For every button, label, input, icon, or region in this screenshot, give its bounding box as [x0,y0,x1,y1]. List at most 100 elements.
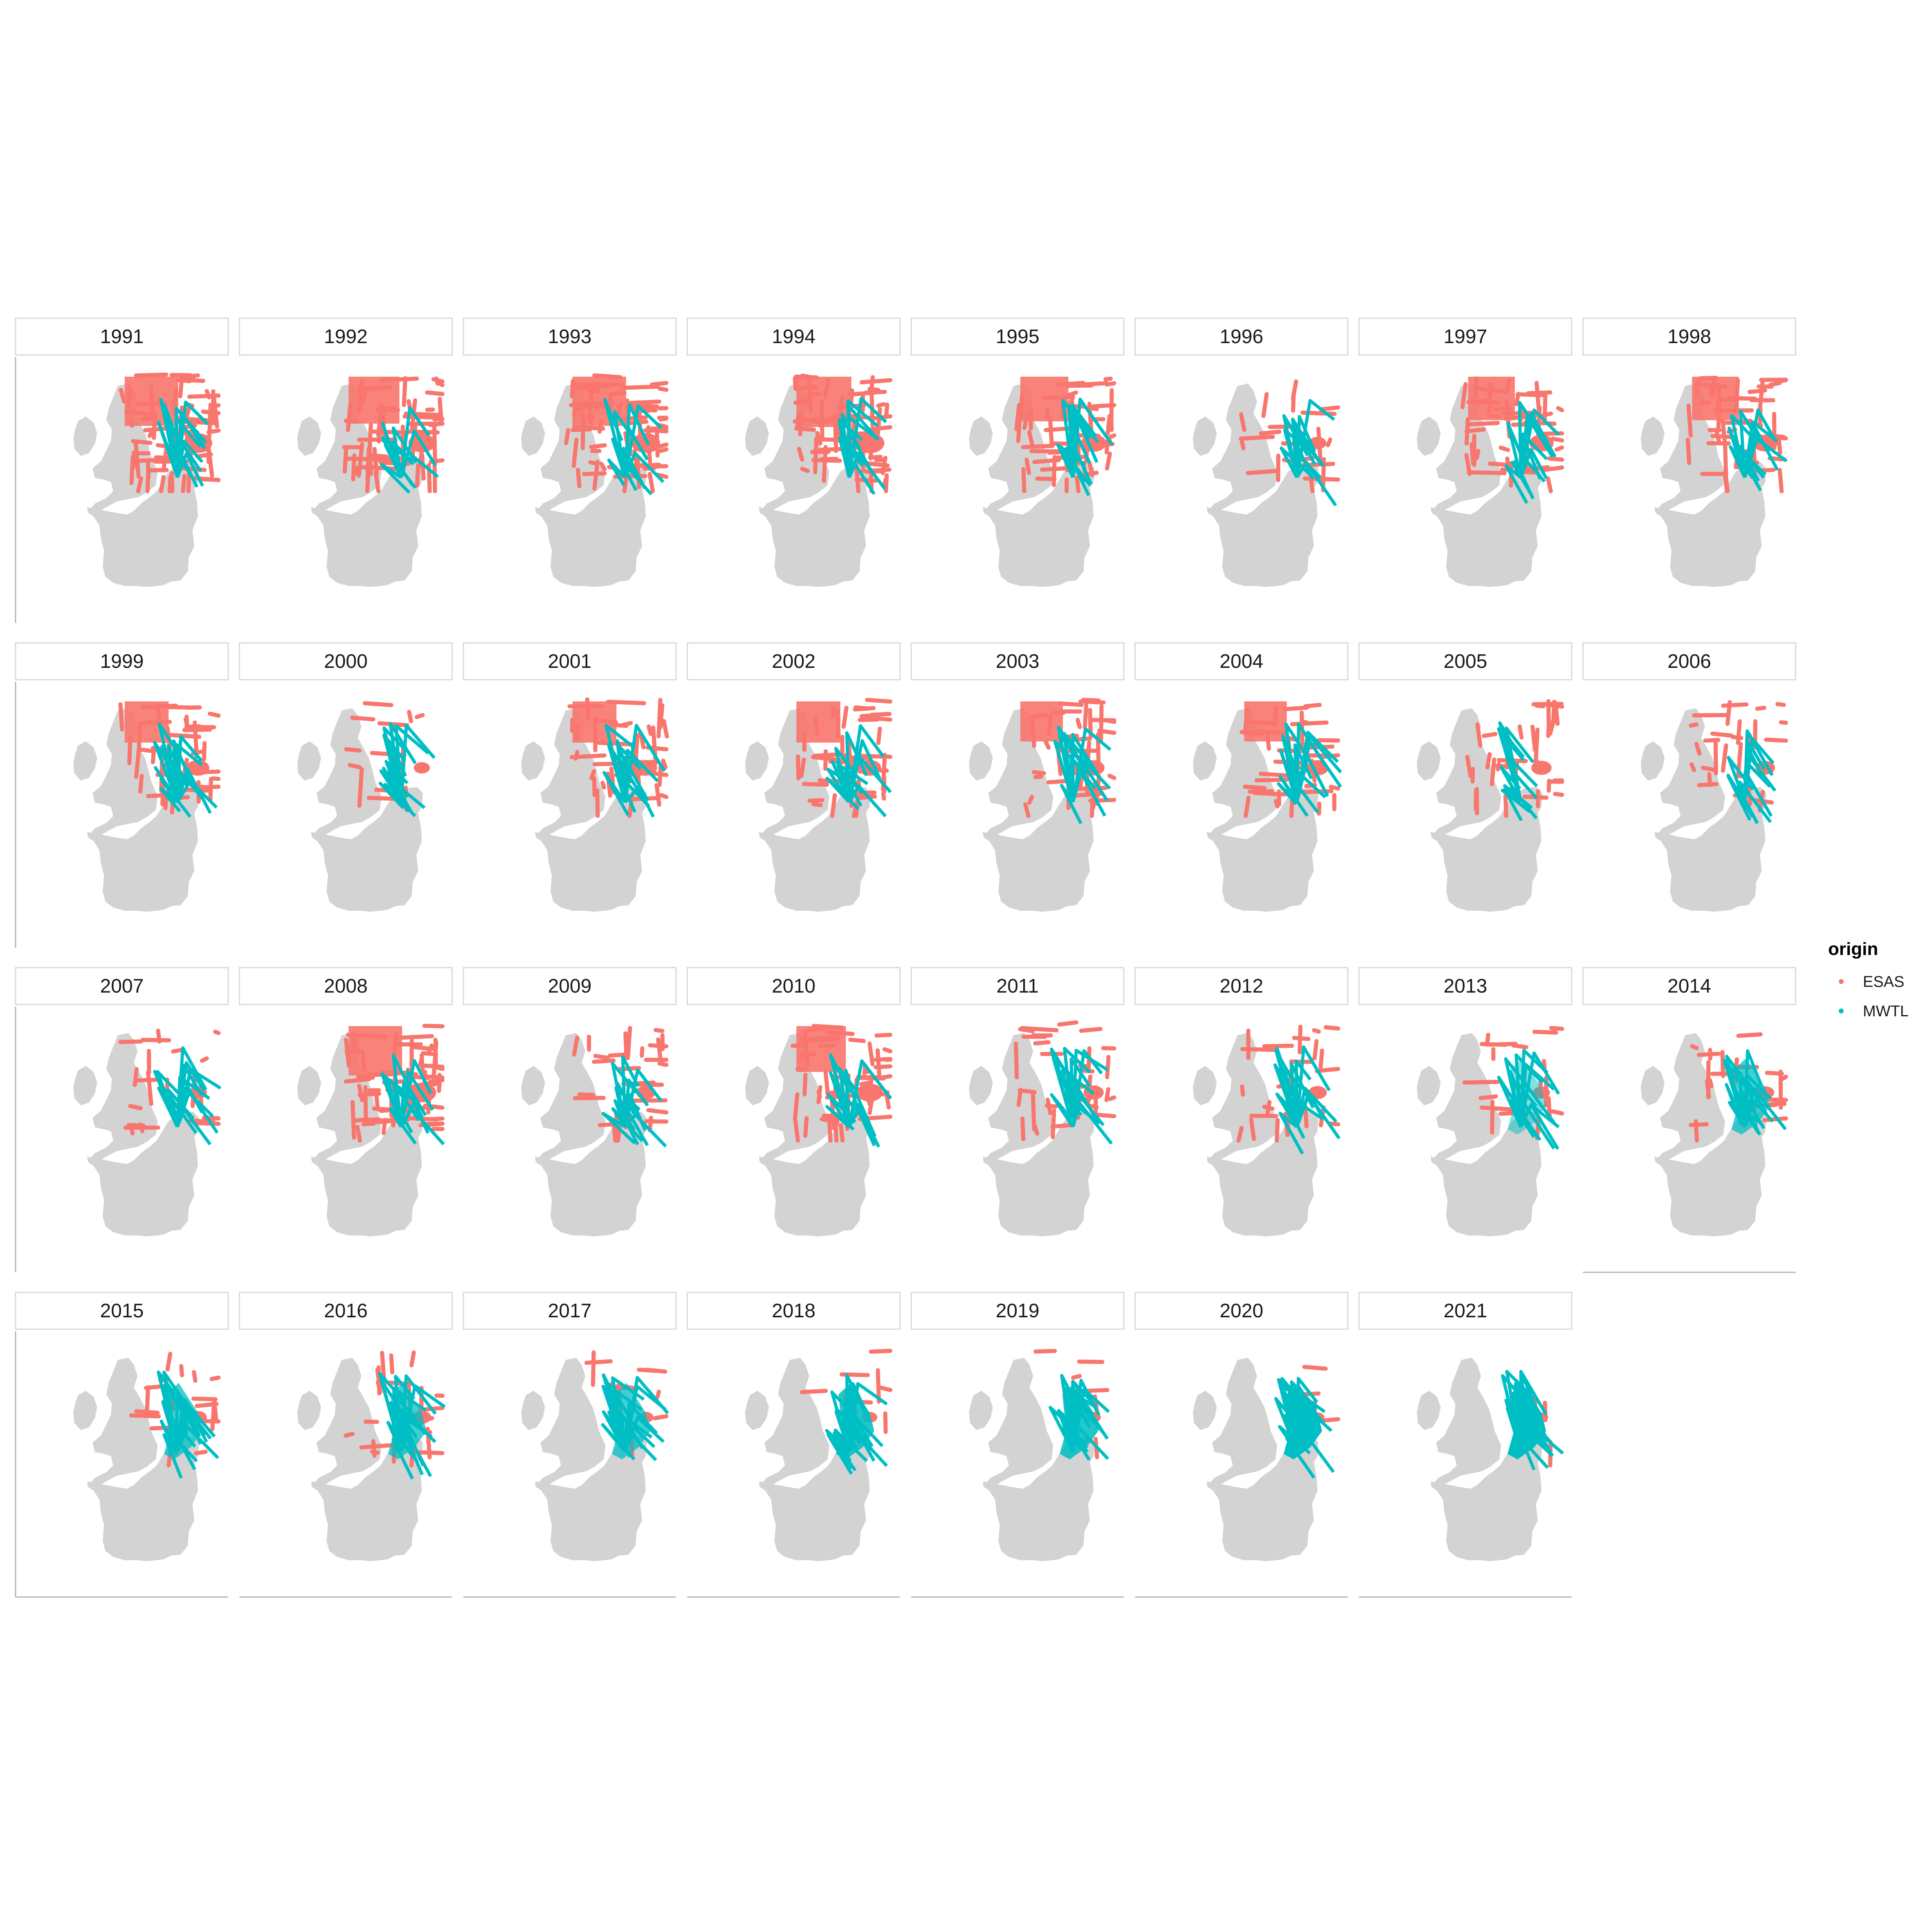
facet-strip-label: 2001 [548,651,592,672]
esas-track [584,1359,613,1365]
facet-strip-label: 2021 [1444,1300,1487,1322]
esas-track [1261,392,1269,418]
mwtl-track [621,1055,640,1127]
esas-track [659,793,669,799]
facet-panel-1993: 1993 [463,317,677,587]
mwtl-track [1519,432,1548,478]
esas-track [841,705,849,729]
mwtl-track [1061,1068,1095,1128]
esas-track [600,780,606,790]
facet-panel-2009: 2009 [463,967,677,1237]
esas-cluster [186,760,209,776]
map-area [969,376,1117,587]
esas-track [1546,476,1553,494]
esas-track [851,800,859,818]
mwtl-tracks [825,1374,888,1475]
mwtl-track [379,769,403,803]
esas-track [647,472,655,494]
esas-track [816,1085,822,1105]
facet-panel-1991: 1991 [15,317,229,623]
facet-panel-2000: 2000 [239,642,453,912]
esas-track [1303,1104,1309,1128]
esas-track [1542,394,1548,423]
esas-track [353,465,360,476]
esas-track [363,701,393,708]
esas-track [864,390,887,395]
mwtl-track [1739,444,1760,482]
mwtl-tracks [380,406,439,494]
esas-track [1706,441,1731,446]
esas-track [1031,770,1046,775]
esas-track [1014,403,1021,431]
mwtl-track [604,724,636,803]
esas-track [350,715,375,721]
esas-track [570,717,575,733]
esas-track [815,431,823,446]
esas-track [827,1114,833,1143]
facet-strip [687,642,901,681]
esas-track [434,376,440,386]
facet-panel-2008: 2008 [239,967,453,1237]
esas-track [1238,435,1275,441]
esas-track [363,1085,368,1121]
mwtl-tracks [1280,399,1337,507]
esas-track [165,1352,173,1372]
esas-track [138,774,144,794]
esas-track [1689,722,1699,728]
esas-track [1482,732,1498,738]
esas-track [209,1375,221,1381]
map-area [1640,700,1788,912]
mwtl-track [1730,414,1752,478]
esas-track [874,1033,892,1038]
mwtl-track [1277,782,1298,805]
esas-track [211,395,219,429]
esas-track [371,429,410,435]
facet-strip [1582,642,1796,681]
esas-track [1031,1093,1036,1132]
esas-track [344,1077,371,1084]
esas-track [1018,1088,1037,1094]
facet-panels: 1991 1992 1993 1994 1995 1996 1997 1998 1999 2000… [15,317,1796,1598]
esas-track [1314,1067,1340,1073]
esas-track [793,1116,800,1143]
esas-track [202,1419,221,1424]
esas-track [138,747,156,754]
mwtl-tracks [1497,721,1538,822]
mwtl-track [847,415,880,478]
mwtl-dense-area [388,1383,427,1460]
esas-track [859,378,892,384]
facet-strip-label: 1994 [772,326,815,348]
esas-dense-block [1468,377,1515,420]
mwtl-track [623,404,663,478]
esas-track [876,402,886,408]
facet-strip-label: 1997 [1444,326,1487,348]
esas-track [830,793,837,818]
esas-track [1316,738,1340,743]
mwtl-track [623,748,659,802]
esas-track [1024,457,1031,475]
mwtl-track [845,731,868,802]
esas-track [1057,1020,1078,1027]
esas-track [657,442,669,449]
esas-track [348,763,362,769]
map-area [521,1350,669,1561]
facet-strip-label: 2008 [324,975,368,997]
esas-track [1105,1055,1111,1079]
esas-track [1107,433,1117,440]
esas-track [1777,434,1782,455]
esas-track [196,784,221,790]
esas-track [1755,705,1766,711]
esas-track [1075,476,1081,494]
esas-track [1051,455,1057,487]
esas-track [1487,1042,1518,1047]
esas-track [636,1368,659,1373]
esas-track [1323,1025,1340,1031]
facet-strip [15,642,229,681]
esas-track [799,757,806,778]
esas-track [159,475,166,494]
esas-track [589,443,607,449]
esas-track [644,1119,669,1124]
mwtl-track [389,722,417,802]
facet-strip-label: 2014 [1667,975,1711,997]
esas-track [194,1449,208,1456]
